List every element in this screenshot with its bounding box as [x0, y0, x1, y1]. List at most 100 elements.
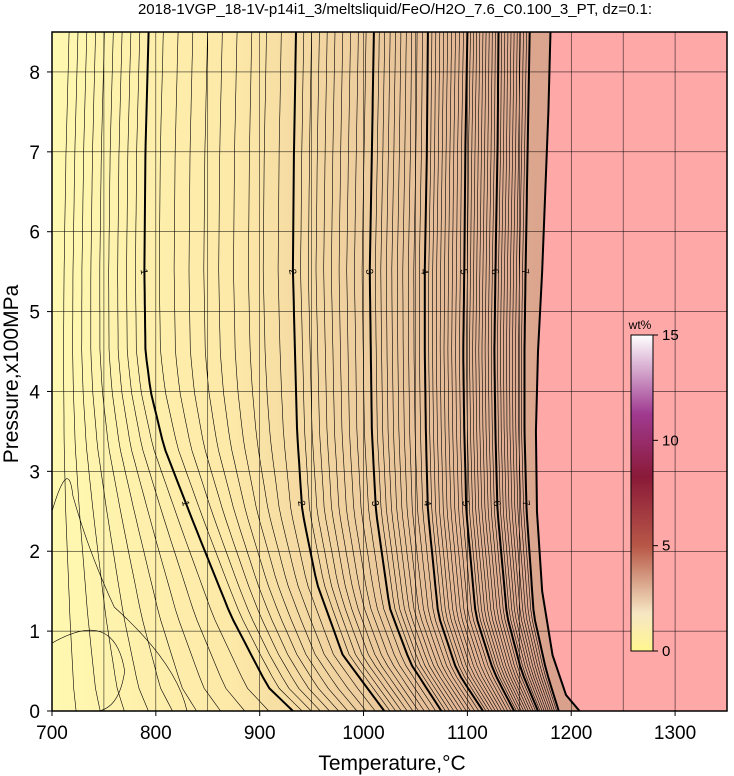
minor-contour	[72, 32, 101, 711]
minor-contour	[487, 32, 534, 711]
minor-contour	[443, 32, 499, 711]
melt-boundary	[534, 32, 581, 711]
minor-contour	[469, 32, 520, 711]
x-tick-label: 1300	[654, 723, 696, 744]
contour-label: 4	[421, 500, 433, 508]
contour-label: 2	[286, 268, 298, 276]
y-tick-label: 4	[29, 382, 40, 403]
minor-contour	[481, 32, 529, 711]
minor-contour	[428, 32, 487, 711]
colorbar-tick-label: 10	[662, 432, 679, 449]
minor-contour	[478, 32, 527, 711]
contour-label: 6	[490, 500, 502, 508]
minor-contour	[203, 32, 330, 711]
minor-contour	[385, 32, 455, 711]
x-axis-label: Temperature,°C	[318, 752, 465, 775]
contour-label: 3	[363, 268, 375, 276]
minor-contour	[135, 32, 270, 711]
contour-4	[423, 32, 484, 711]
minor-contour	[459, 32, 512, 711]
x-tick-label: 1000	[342, 723, 384, 744]
contour-label: 2	[295, 500, 307, 508]
y-axis-label: Pressure,x100MPa	[0, 284, 23, 463]
minor-contour	[188, 32, 321, 711]
contour-label: 1	[138, 268, 150, 276]
y-tick-label: 8	[29, 63, 40, 84]
minor-contour	[413, 32, 475, 711]
minor-contour	[346, 32, 425, 711]
minor-contour	[500, 32, 543, 711]
melt-region	[52, 32, 580, 711]
colorbar-tick-label: 15	[662, 327, 679, 344]
minor-contour	[277, 32, 376, 711]
minor-contour	[432, 32, 490, 711]
minor-contour	[248, 32, 358, 711]
minor-contour	[497, 32, 541, 711]
minor-contour	[408, 32, 471, 711]
minor-contour	[300, 32, 391, 711]
major-contours: 1 1 2 2 3 3 4 4 5 5 6 6 7 7	[138, 32, 560, 711]
minor-contour	[402, 32, 467, 711]
minor-contour	[503, 32, 545, 711]
minor-contour	[233, 32, 349, 711]
minor-contour	[374, 32, 446, 711]
y-tick-label: 3	[29, 462, 40, 483]
minor-contour	[515, 32, 553, 711]
minor-contour	[218, 32, 339, 711]
minor-contour	[391, 32, 459, 711]
minor-contour	[90, 32, 149, 711]
colorbar-label: wt%	[628, 318, 652, 332]
minor-contour	[323, 32, 408, 711]
minor-contour	[484, 32, 532, 711]
minor-contour	[173, 32, 312, 711]
colorbar-tick-label: 5	[662, 538, 670, 555]
contour-2	[291, 32, 386, 711]
minor-contour	[117, 32, 221, 711]
minor-contour	[81, 32, 125, 711]
minor-contour	[419, 32, 480, 711]
minor-contour	[466, 32, 517, 711]
minor-contour	[518, 32, 555, 711]
contour-label: 5	[457, 268, 469, 276]
y-tick-label: 2	[29, 542, 40, 563]
contour-label: 1	[179, 500, 191, 508]
contour-7	[523, 32, 560, 711]
minor-contour	[108, 32, 197, 711]
y-tick-label: 1	[29, 622, 40, 643]
minor-contour	[307, 32, 396, 711]
chart-title: 2018-1VGP_18-1V-p14i1_3/meltsliquid/FeO/…	[138, 1, 652, 18]
plot-frame	[51, 31, 728, 712]
x-tick-label: 1100	[447, 723, 488, 744]
contour-1	[143, 32, 294, 711]
contour-3	[368, 32, 443, 711]
x-tick-label: 900	[244, 723, 276, 744]
minor-contour	[99, 32, 173, 711]
minor-contour	[435, 32, 493, 711]
minor-contour	[380, 32, 450, 711]
y-tick-label: 5	[29, 303, 40, 324]
contour-label: 3	[369, 500, 381, 508]
contour-label: 5	[459, 500, 471, 508]
y-tick-label: 0	[29, 702, 40, 723]
minor-contour	[506, 32, 547, 711]
contour-6	[493, 32, 539, 711]
minor-contour	[52, 478, 188, 711]
minor-contour	[338, 32, 419, 711]
y-tick-label: 7	[29, 143, 40, 164]
contour-label: 7	[519, 268, 531, 276]
minor-contour	[315, 32, 402, 711]
colorbar-bar	[630, 334, 654, 652]
x-tick-label: 700	[36, 723, 68, 744]
contour-label: 7	[519, 500, 531, 508]
minor-contour	[439, 32, 496, 711]
contour-label: 6	[489, 268, 501, 276]
minor-contour	[472, 32, 522, 711]
colorbar-tick-label: 0	[662, 643, 670, 660]
minor-contour	[126, 32, 245, 711]
minor-contour	[158, 32, 303, 711]
colorbar: wt% 0 5 10 15	[628, 318, 679, 660]
minor-contour	[451, 32, 506, 711]
